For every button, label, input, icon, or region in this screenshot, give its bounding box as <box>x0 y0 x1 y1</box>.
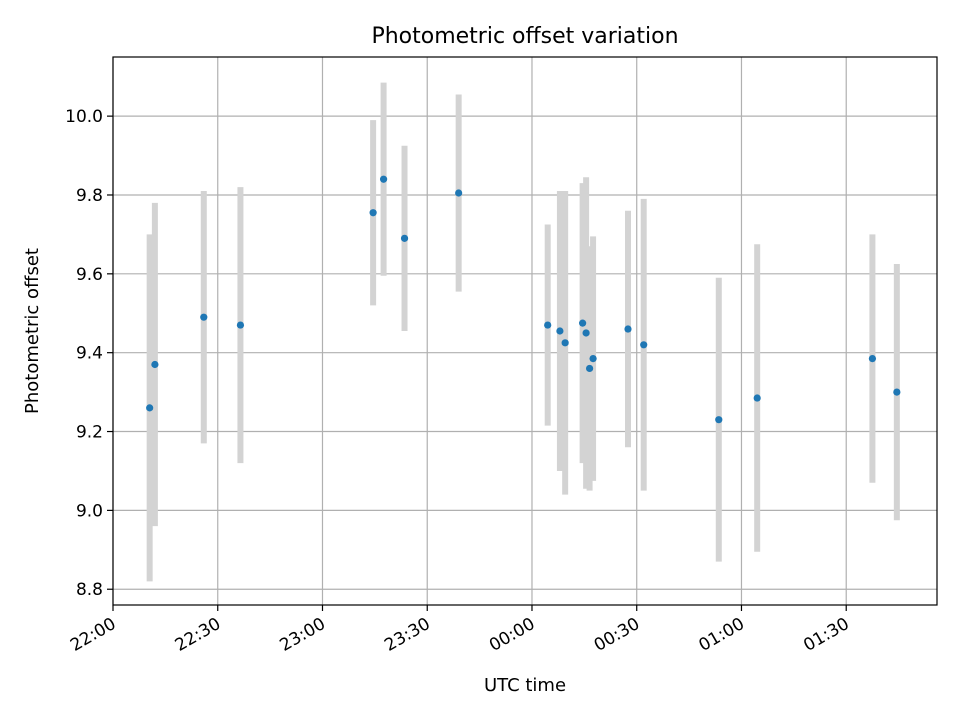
data-point <box>561 339 569 347</box>
data-point <box>589 354 597 363</box>
x-axis-label: UTC time <box>484 675 566 696</box>
data-point <box>893 388 901 396</box>
grid-lines <box>112 57 937 605</box>
data-point <box>640 341 648 349</box>
data-points <box>146 175 901 424</box>
data-point <box>624 325 632 333</box>
data-point <box>544 321 552 329</box>
plot-frame <box>112 56 938 606</box>
data-point <box>236 321 245 329</box>
data-point <box>379 175 388 183</box>
y-tick-label: 10.0 <box>65 107 103 127</box>
y-axis-label: Photometric offset <box>22 248 43 414</box>
data-point <box>753 394 761 402</box>
y-tick-label: 9.4 <box>76 344 103 364</box>
data-point <box>868 354 877 363</box>
data-point <box>400 234 409 242</box>
data-point <box>200 313 208 321</box>
y-tick-label: 9.6 <box>76 265 103 285</box>
y-tick-label: 9.2 <box>76 423 103 443</box>
data-point <box>579 319 587 327</box>
y-tick-label: 9.8 <box>76 186 103 206</box>
data-point <box>455 189 463 197</box>
data-point <box>151 360 159 369</box>
data-point <box>585 364 594 373</box>
data-point <box>369 209 377 217</box>
y-tick-label: 9.0 <box>76 501 103 521</box>
y-tick-label: 8.8 <box>76 580 103 600</box>
chart-title: Photometric offset variation <box>371 24 678 49</box>
data-point <box>582 329 590 337</box>
data-point <box>556 327 564 335</box>
data-point <box>715 416 723 424</box>
data-point <box>146 404 154 412</box>
